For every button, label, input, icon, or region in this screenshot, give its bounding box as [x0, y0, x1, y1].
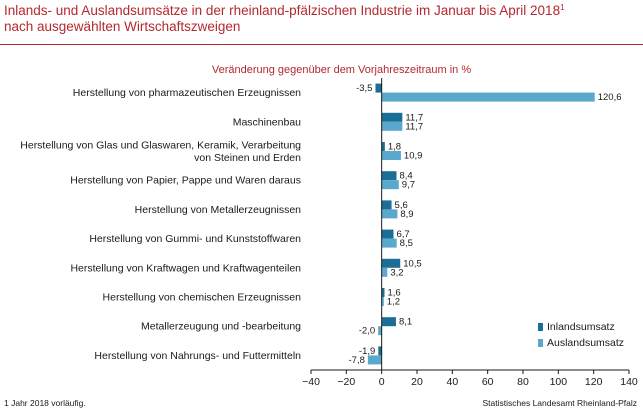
legend-item-ausland: Auslandsumsatz [538, 335, 624, 351]
category-label: Herstellung von Kraftwagen und Kraftwage… [70, 262, 301, 274]
title-line-1: Inlands- und Auslandsumsätze in der rhei… [4, 3, 561, 18]
data-label-inland: 1,6 [387, 288, 400, 299]
bar-inland [381, 142, 385, 151]
x-tick-label: −40 [302, 376, 320, 388]
data-label-inland: 8,4 [400, 171, 413, 182]
chart-subtitle: Veränderung gegenüber dem Vorjahreszeitr… [211, 64, 472, 76]
data-label-ausland: 120,6 [598, 92, 622, 103]
bar-inland [381, 317, 396, 327]
bar-ausland [381, 151, 401, 160]
data-label-ausland: 3,2 [390, 267, 403, 278]
bar-ausland [381, 238, 397, 248]
bar-inland [375, 83, 382, 93]
bar-chart: Herstellung von pharmazeutischen Erzeugn… [20, 78, 638, 388]
bar-inland [381, 229, 394, 239]
title-footnote-marker: 1 [560, 3, 565, 12]
data-label-inland: 6,7 [397, 229, 410, 240]
legend-label-inland: Inlandsumsatz [547, 321, 615, 333]
title-line-2: nach ausgewählten Wirtschaftszweigen [4, 19, 241, 34]
data-label-ausland: 11,7 [405, 121, 423, 132]
category-label: Herstellung von pharmazeutischen Erzeugn… [73, 87, 301, 99]
data-label-ausland: 9,7 [402, 180, 415, 191]
x-tick-label: 140 [620, 376, 638, 388]
legend-label-ausland: Auslandsumsatz [547, 337, 625, 349]
data-label-ausland: 8,9 [400, 209, 413, 220]
category-label: Metallerzeugung und -bearbeitung [141, 321, 301, 333]
category-label: Maschinenbau [233, 116, 301, 128]
legend-swatch-ausland [538, 339, 543, 347]
data-label-inland: -3,5 [356, 83, 372, 94]
bar-ausland [381, 297, 384, 306]
legend-item-inland: Inlandsumsatz [538, 319, 624, 335]
bar-inland [381, 171, 397, 181]
data-label-inland: 1,8 [388, 142, 401, 153]
x-tick-label: 80 [517, 376, 529, 388]
data-label-ausland: -2,0 [359, 326, 375, 337]
title-divider [0, 44, 643, 45]
bar-inland [381, 258, 401, 268]
data-label-inland: 8,1 [399, 317, 412, 328]
x-tick-label: 60 [482, 376, 494, 388]
bar-inland [381, 112, 403, 122]
data-label-ausland: 1,2 [387, 297, 400, 308]
data-label-ausland: 8,5 [400, 238, 413, 249]
x-tick-label: 40 [446, 376, 458, 388]
category-label: Herstellung von Metallerzeugnissen [135, 204, 301, 216]
bar-ausland [381, 180, 399, 190]
bar-ausland [378, 326, 382, 336]
bar-ausland [381, 209, 398, 219]
footnote: 1 Jahr 2018 vorläufig. [4, 398, 86, 408]
bar-inland [381, 288, 385, 297]
x-tick-label: −20 [337, 376, 355, 388]
legend: Inlandsumsatz Auslandsumsatz [538, 319, 624, 351]
data-label-inland: 5,6 [395, 200, 408, 211]
category-label: Herstellung von Glas und Glaswaren, Kera… [20, 139, 301, 164]
data-label-inland: 10,5 [403, 258, 422, 269]
bar-ausland [381, 267, 388, 277]
bar-ausland [367, 355, 382, 365]
bar-inland [381, 200, 392, 210]
bar-inland [378, 346, 382, 356]
data-label-ausland: -7,8 [349, 355, 365, 366]
bar-ausland [381, 121, 403, 131]
category-label: Herstellung von chemischen Erzeugnissen [103, 292, 302, 304]
x-tick-label: 100 [550, 376, 568, 388]
data-label-ausland: 10,9 [404, 151, 423, 162]
x-tick-label: 20 [411, 376, 423, 388]
data-label-inland: -1,9 [359, 346, 375, 357]
x-tick-label: 120 [585, 376, 603, 388]
data-label-inland: 11,7 [405, 112, 423, 123]
chart-title: Inlands- und Auslandsumsätze in der rhei… [4, 3, 639, 35]
category-label: Herstellung von Gummi- und Kunststoffwar… [89, 233, 301, 245]
x-tick-label: 0 [379, 376, 385, 388]
category-label: Herstellung von Papier, Pappe und Waren … [70, 175, 301, 187]
source-note: Statistisches Landesamt Rheinland-Pfalz [482, 398, 638, 408]
bar-ausland [381, 92, 595, 102]
legend-swatch-inland [538, 323, 543, 331]
category-label: Herstellung von Nahrungs- und Futtermitt… [94, 350, 301, 362]
